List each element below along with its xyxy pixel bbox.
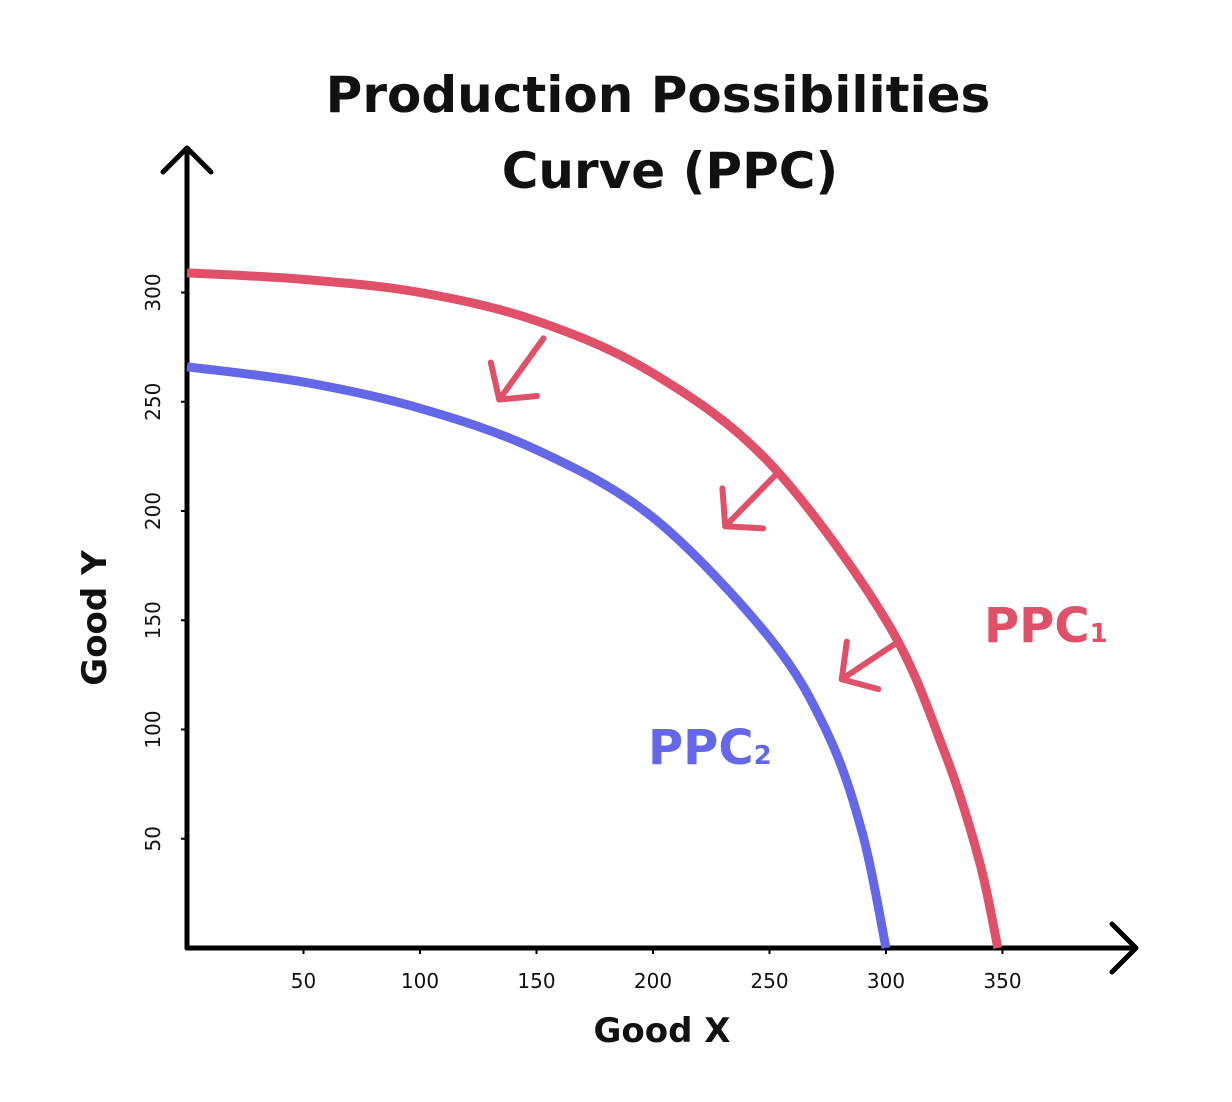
- ppc1-curve: [186, 268, 1003, 949]
- ticks: 50 100 150 200 250 300 350 50 100 150 200 250 300: [141, 273, 1022, 993]
- y-axis-label: Good Y: [75, 550, 115, 686]
- shift-arrow-3: [838, 638, 901, 693]
- y-axis-arrowhead: [160, 145, 214, 175]
- x-axis-label: Good X: [593, 1011, 730, 1051]
- y-tick-label-200: 200: [141, 492, 165, 530]
- ppc2-label-main: PPC: [648, 720, 754, 776]
- x-tick-label-150: 150: [517, 969, 555, 993]
- ppc2-label: PPC2: [648, 720, 772, 776]
- x-tick-label-100: 100: [401, 969, 439, 993]
- y-tick-label-100: 100: [141, 710, 165, 748]
- chart-title: Production Possibilities Curve (PPC): [326, 66, 991, 200]
- shift-arrow-shaft: [722, 468, 782, 530]
- shift-arrows: [487, 335, 901, 693]
- shift-arrow-head: [487, 359, 541, 403]
- shift-arrow-head: [838, 638, 882, 693]
- x-tick-label-350: 350: [983, 969, 1021, 993]
- y-tick-label-250: 250: [141, 383, 165, 421]
- chart-title-line-1: Production Possibilities: [326, 66, 991, 124]
- shift-arrow-1: [487, 335, 547, 403]
- x-axis-arrowhead: [1109, 921, 1139, 975]
- x-tick-label-50: 50: [291, 969, 316, 993]
- ppc2-label-sub: 2: [754, 741, 772, 771]
- ppc1-label-sub: 1: [1090, 619, 1108, 649]
- x-tick-label-200: 200: [634, 969, 672, 993]
- shift-arrow-shaft: [838, 639, 901, 683]
- shift-arrow-shaft: [496, 335, 547, 403]
- shift-arrow-2: [719, 468, 782, 532]
- curves: [186, 268, 1003, 949]
- axes: [160, 145, 1139, 975]
- shift-arrow-head: [719, 485, 767, 532]
- curve-labels: PPC1 PPC2: [648, 598, 1108, 776]
- ppc1-label-main: PPC: [984, 598, 1090, 654]
- y-tick-label-150: 150: [141, 601, 165, 639]
- x-tick-label-250: 250: [750, 969, 788, 993]
- y-tick-label-50: 50: [141, 826, 165, 851]
- chart-title-line-2: Curve (PPC): [502, 142, 839, 200]
- ppc1-label: PPC1: [984, 598, 1108, 654]
- ppc2-curve: [186, 362, 891, 949]
- x-tick-label-300: 300: [867, 969, 905, 993]
- y-tick-label-300: 300: [141, 273, 165, 311]
